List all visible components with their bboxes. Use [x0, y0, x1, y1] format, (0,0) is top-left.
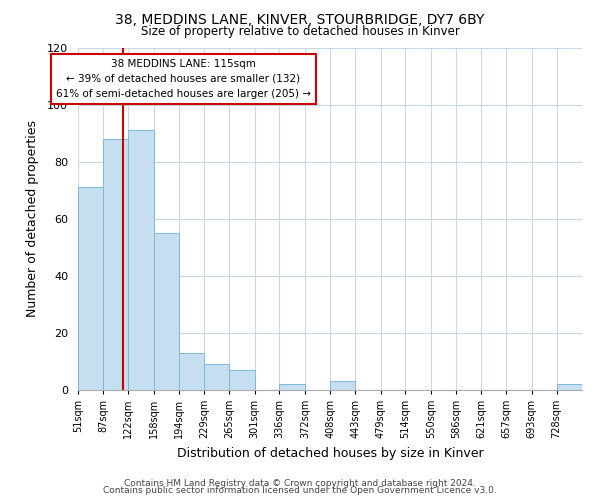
Text: Size of property relative to detached houses in Kinver: Size of property relative to detached ho…	[140, 25, 460, 38]
Bar	[179, 353, 204, 390]
Bar	[128, 130, 154, 390]
X-axis label: Distribution of detached houses by size in Kinver: Distribution of detached houses by size …	[176, 446, 484, 460]
Bar	[557, 384, 582, 390]
Bar	[103, 139, 128, 390]
Y-axis label: Number of detached properties: Number of detached properties	[26, 120, 39, 318]
Text: 38, MEDDINS LANE, KINVER, STOURBRIDGE, DY7 6BY: 38, MEDDINS LANE, KINVER, STOURBRIDGE, D…	[115, 12, 485, 26]
Bar	[229, 370, 255, 390]
Bar	[331, 382, 355, 390]
Bar	[78, 188, 103, 390]
Text: 38 MEDDINS LANE: 115sqm
← 39% of detached houses are smaller (132)
61% of semi-d: 38 MEDDINS LANE: 115sqm ← 39% of detache…	[56, 59, 311, 98]
Text: Contains HM Land Registry data © Crown copyright and database right 2024.: Contains HM Land Registry data © Crown c…	[124, 478, 476, 488]
Bar	[280, 384, 305, 390]
Bar	[154, 233, 179, 390]
Text: Contains public sector information licensed under the Open Government Licence v3: Contains public sector information licen…	[103, 486, 497, 495]
Bar	[204, 364, 229, 390]
